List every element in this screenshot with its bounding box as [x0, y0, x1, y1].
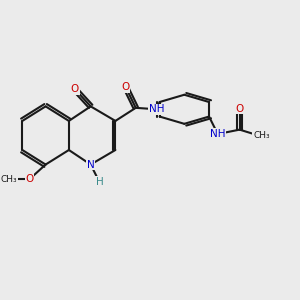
Text: O: O — [70, 84, 79, 94]
Text: NH: NH — [210, 129, 226, 139]
Text: NH: NH — [149, 104, 164, 114]
Text: O: O — [122, 82, 130, 92]
Text: N: N — [87, 160, 94, 170]
Text: CH₃: CH₃ — [253, 131, 270, 140]
Text: O: O — [26, 174, 34, 184]
Text: O: O — [236, 104, 244, 114]
Text: H: H — [95, 177, 103, 187]
Text: CH₃: CH₃ — [1, 175, 18, 184]
